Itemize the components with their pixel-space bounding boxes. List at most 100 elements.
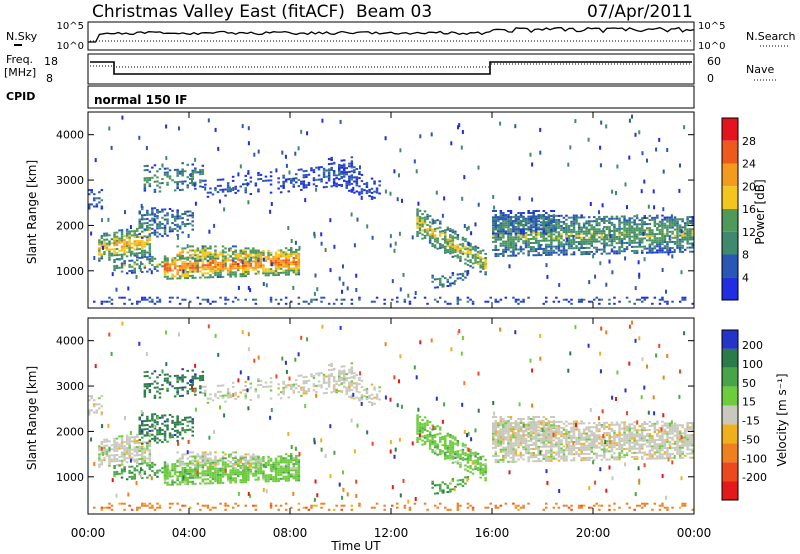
power-cell — [141, 230, 144, 233]
power-cell — [290, 255, 293, 258]
power-cell — [678, 244, 682, 247]
power-cell — [329, 218, 332, 223]
velocity-cell — [173, 374, 177, 377]
velocity-cell — [322, 382, 326, 384]
power-cell — [679, 163, 681, 168]
power-cell — [239, 253, 242, 256]
power-cell — [590, 232, 593, 235]
power-cell — [582, 230, 586, 233]
velocity-cell — [244, 457, 247, 460]
velocity-cell — [226, 388, 230, 391]
power-cell — [343, 165, 346, 168]
power-cell — [310, 169, 313, 172]
power-cell — [433, 286, 437, 289]
power-cell — [608, 217, 611, 220]
power-cell — [651, 231, 654, 234]
power-cell — [504, 214, 508, 217]
power-cell — [136, 300, 139, 303]
velocity-cell — [209, 480, 212, 483]
power-cell — [479, 266, 482, 269]
power-cell — [678, 300, 682, 303]
power-cell — [603, 215, 606, 218]
power-cell — [524, 238, 528, 241]
power-cell — [439, 222, 442, 225]
power-cell — [552, 214, 556, 217]
power-cell — [610, 242, 614, 245]
power-cell — [552, 233, 556, 236]
power-cell — [431, 276, 434, 279]
power-cell — [221, 265, 225, 268]
velocity-cell — [88, 395, 91, 398]
velocity-cell — [133, 477, 136, 480]
velocity-cell — [426, 421, 429, 424]
power-cell — [625, 219, 629, 222]
power-cell — [292, 263, 295, 266]
power-cell — [504, 240, 508, 243]
velocity-cell — [166, 379, 169, 382]
power-cell — [471, 266, 475, 269]
velocity-cell — [201, 466, 205, 469]
power-cell — [221, 178, 225, 181]
velocity-cell — [178, 431, 182, 434]
velocity-cell — [181, 419, 184, 422]
velocity-cell — [98, 407, 101, 410]
power-cell — [136, 302, 139, 305]
velocity-cell — [176, 431, 179, 434]
power-cell — [681, 230, 684, 233]
velocity-cell — [350, 394, 354, 397]
velocity-cell — [449, 444, 452, 447]
velocity-cell — [244, 385, 247, 387]
velocity-cell — [423, 440, 427, 443]
power-cell — [130, 302, 134, 305]
power-cell — [257, 266, 260, 269]
power-cell — [165, 124, 168, 129]
power-cell — [641, 300, 644, 303]
velocity-cell — [148, 455, 152, 458]
power-cell — [638, 237, 641, 240]
power-cell — [499, 121, 502, 126]
power-cell — [577, 224, 581, 227]
power-cell — [456, 296, 460, 299]
power-cell — [194, 264, 197, 267]
velocity-cell — [153, 471, 157, 474]
power-cell — [340, 170, 343, 173]
velocity-cell — [128, 454, 131, 457]
power-cell — [204, 255, 207, 258]
power-cell — [353, 176, 356, 179]
power-cell — [355, 178, 359, 181]
power-cell — [532, 246, 535, 249]
nave-tick-bottom: 0 — [707, 72, 714, 85]
velocity-cell — [269, 377, 273, 380]
power-cell — [176, 211, 179, 214]
power-cell — [550, 241, 553, 244]
power-cell — [504, 250, 508, 253]
velocity-cell — [209, 476, 212, 479]
power-cell — [514, 246, 518, 249]
power-cell — [605, 238, 609, 241]
power-cell — [353, 169, 356, 172]
power-cell — [492, 226, 495, 229]
velocity-cell — [161, 414, 164, 417]
cpid-label: CPID — [6, 90, 35, 103]
power-cell — [284, 269, 288, 272]
power-cell — [497, 238, 500, 241]
velocity-cell — [292, 391, 295, 394]
power-cell — [451, 251, 455, 254]
power-cell — [300, 168, 303, 171]
power-cell — [229, 265, 232, 268]
power-cell — [497, 224, 500, 227]
power-cell — [562, 222, 566, 225]
velocity-cell — [176, 421, 179, 424]
power-cell — [274, 253, 278, 256]
velocity-cell — [216, 471, 220, 474]
power-cell — [201, 173, 205, 175]
power-cell — [419, 134, 422, 139]
velocity-cell — [171, 465, 174, 468]
power-cell — [264, 258, 268, 261]
power-cell — [671, 220, 674, 223]
velocity-cell — [136, 450, 139, 453]
power-cell — [100, 300, 104, 303]
power-cell — [608, 298, 611, 301]
power-cell — [163, 261, 167, 264]
power-cell — [307, 302, 311, 305]
